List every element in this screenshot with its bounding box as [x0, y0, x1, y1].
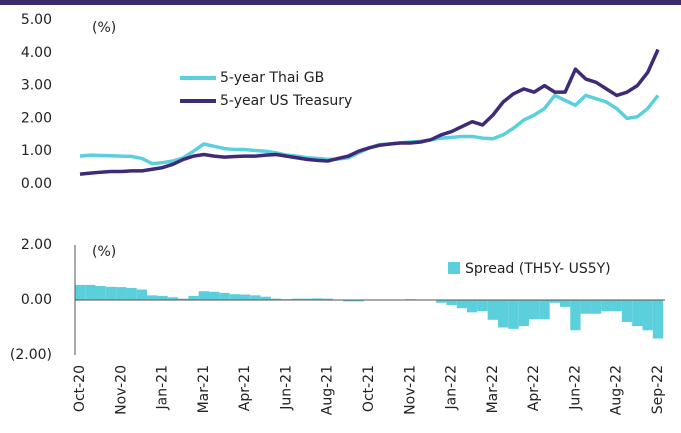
x-tick-label: Nov-20 [113, 365, 129, 415]
legend-label: 5-year US Treasury [220, 93, 352, 109]
y-tick-label: 4.00 [21, 45, 52, 61]
x-tick-label: Apr-22 [526, 365, 542, 411]
bar [229, 294, 240, 300]
bar [116, 287, 127, 300]
x-tick-label: Jun-21 [278, 365, 294, 411]
bar [198, 291, 210, 300]
bar [621, 300, 633, 322]
bar [260, 296, 271, 300]
bar [157, 295, 168, 300]
x-tick-label: Jan-21 [155, 365, 171, 410]
bar [136, 289, 148, 300]
x-tick-label: Oct-21 [361, 365, 377, 412]
bar [559, 300, 571, 307]
x-tick-label: Jan-22 [444, 365, 460, 410]
bar [632, 300, 643, 327]
bar [95, 285, 106, 300]
legend-label: Spread (TH5Y- US5Y) [465, 261, 611, 277]
bar [652, 300, 664, 339]
top-band [0, 0, 681, 5]
bar [508, 300, 519, 329]
bar [549, 300, 560, 303]
x-tick-label: Mar-22 [485, 365, 501, 413]
bar [85, 284, 96, 300]
bar [353, 300, 364, 302]
y-tick-label: (2.00) [10, 347, 52, 363]
x-tick-label: Jun-22 [567, 365, 583, 411]
y-tick-label: 3.00 [21, 78, 52, 94]
bar [105, 286, 117, 300]
bar [611, 300, 622, 311]
bar [322, 298, 333, 300]
bar [126, 287, 137, 300]
y-tick-label: 0.00 [21, 292, 52, 308]
unit-label: (%) [92, 20, 116, 36]
bar [436, 300, 447, 303]
legend-swatch [448, 262, 460, 274]
y-tick-label: 2.00 [21, 237, 52, 253]
bar [301, 298, 313, 300]
bar [188, 295, 199, 300]
bar [239, 294, 251, 300]
x-tick-label: Aug-21 [320, 365, 336, 415]
bar [270, 298, 282, 300]
bar [456, 300, 468, 309]
line-series [79, 48, 660, 176]
bar [147, 295, 158, 300]
bar [250, 295, 261, 300]
bar [518, 300, 529, 327]
y-tick-label: 2.00 [21, 110, 52, 126]
line-series [79, 93, 660, 166]
bar [74, 284, 86, 300]
bar [642, 300, 653, 331]
bar [467, 300, 478, 313]
y-tick-label: 1.00 [21, 143, 52, 159]
x-tick-label: Aug-22 [609, 365, 625, 415]
bar [477, 300, 488, 311]
bar [570, 300, 581, 331]
bar [498, 300, 509, 328]
bar [528, 300, 540, 320]
bar [291, 298, 302, 300]
bar [539, 300, 550, 320]
x-tick-label: Oct-20 [72, 365, 88, 412]
x-tick-label: Sep-22 [650, 365, 666, 414]
bar [312, 298, 323, 300]
legend-label: 5-year Thai GB [220, 70, 324, 86]
bar [601, 300, 612, 311]
bar [487, 300, 499, 320]
unit-label: (%) [92, 244, 116, 260]
bar [167, 297, 179, 300]
bar [178, 298, 189, 300]
x-tick-label: Apr-21 [237, 365, 253, 411]
y-tick-label: 5.00 [21, 12, 52, 28]
x-tick-label: Nov-21 [402, 365, 418, 415]
bar [446, 300, 457, 305]
x-tick-label: Mar-21 [196, 365, 212, 413]
bar [219, 292, 230, 300]
bar [343, 300, 354, 302]
bar [580, 300, 591, 314]
bar [209, 291, 220, 300]
y-tick-label: 0.00 [21, 176, 52, 192]
bar [590, 300, 602, 314]
